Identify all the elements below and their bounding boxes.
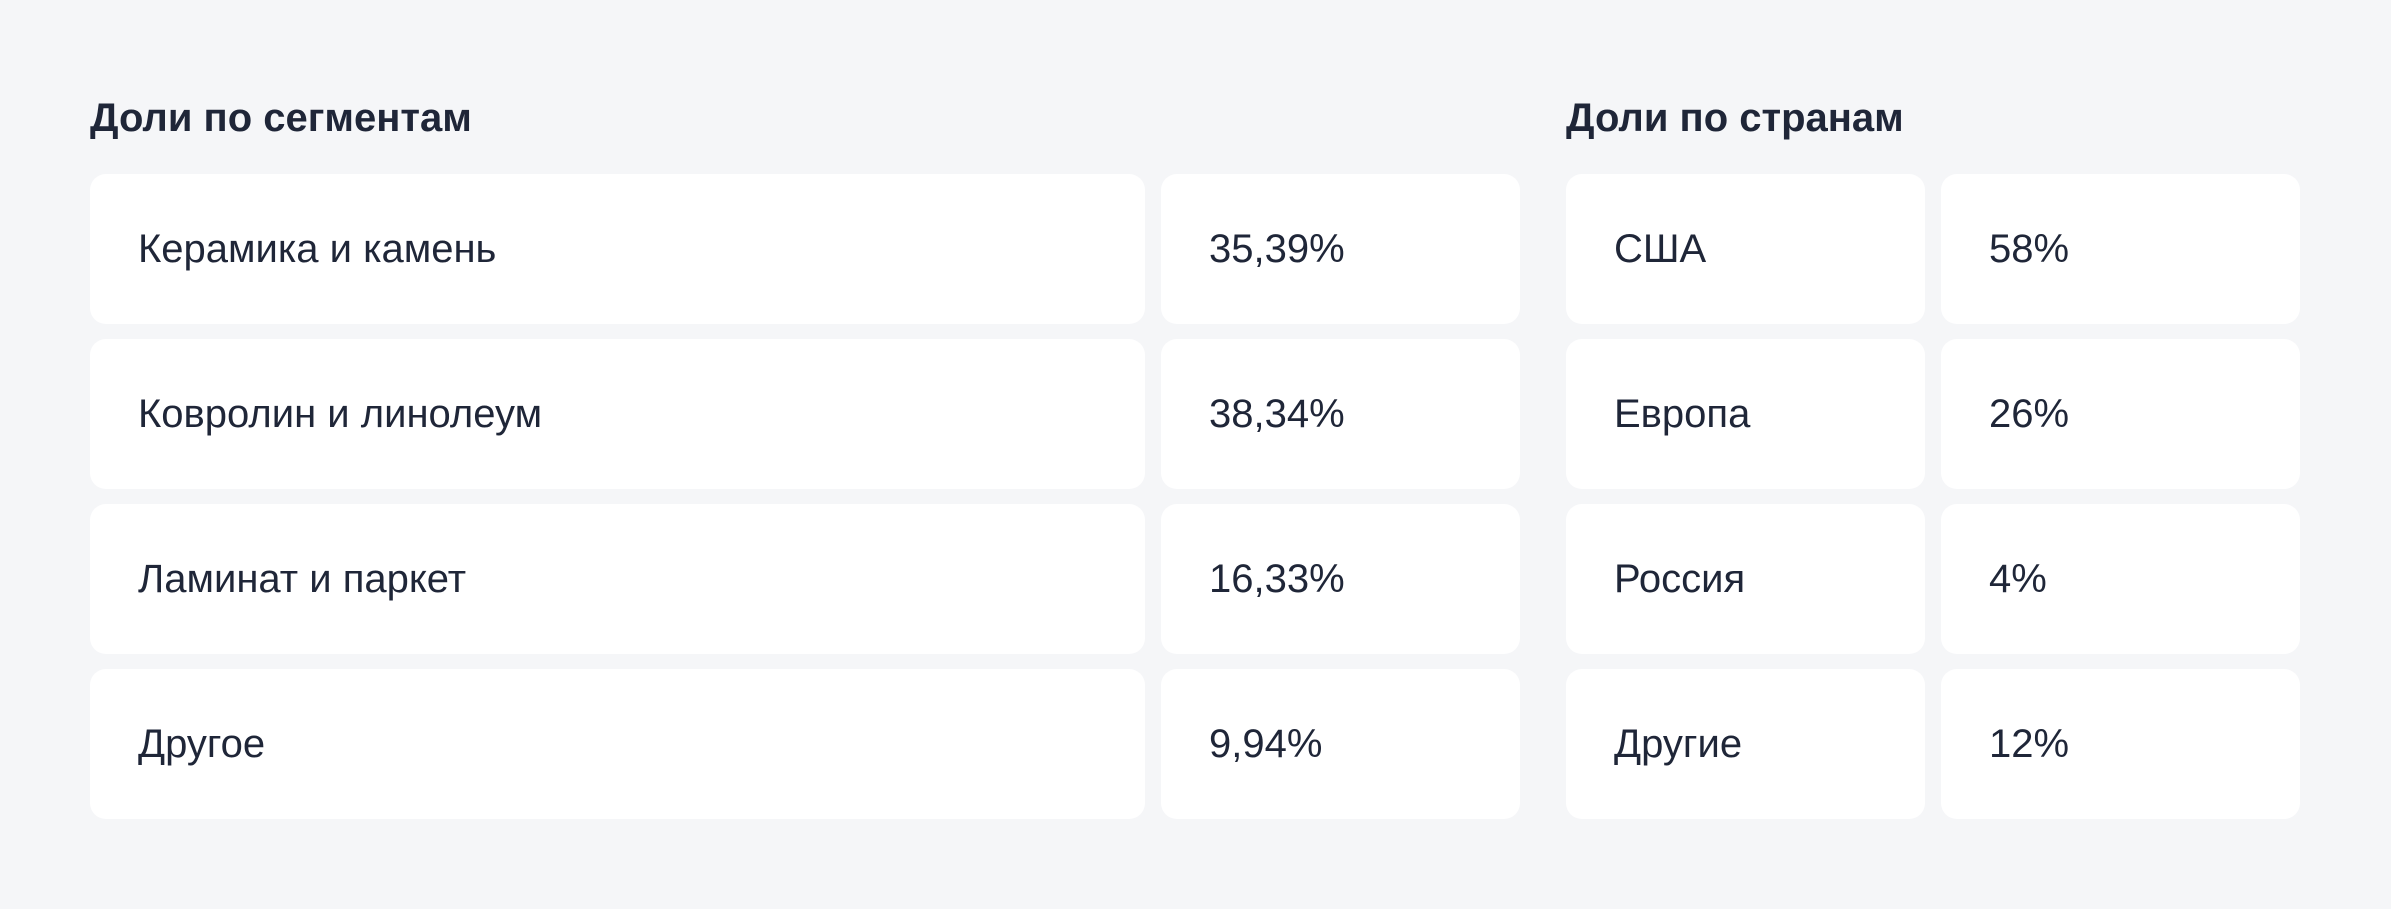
segment-row: Другое 9,94% [90, 669, 1520, 819]
segment-name: Ламинат и паркет [90, 504, 1145, 654]
country-row: Россия 4% [1566, 504, 2300, 654]
segment-row: Ламинат и паркет 16,33% [90, 504, 1520, 654]
segment-row: Ковролин и линолеум 38,34% [90, 339, 1520, 489]
country-row: Европа 26% [1566, 339, 2300, 489]
segments-table: Керамика и камень 35,39% Ковролин и лино… [90, 174, 1520, 834]
segment-name: Керамика и камень [90, 174, 1145, 324]
segment-row: Керамика и камень 35,39% [90, 174, 1520, 324]
segments-title: Доли по сегментам [90, 96, 472, 140]
segment-share: 38,34% [1161, 339, 1520, 489]
country-share: 26% [1941, 339, 2300, 489]
countries-table: США 58% Европа 26% Россия 4% Другие 12% [1566, 174, 2300, 834]
segment-name: Другое [90, 669, 1145, 819]
segment-name: Ковролин и линолеум [90, 339, 1145, 489]
country-name: Другие [1566, 669, 1925, 819]
segment-share: 35,39% [1161, 174, 1520, 324]
segment-share: 9,94% [1161, 669, 1520, 819]
country-share: 58% [1941, 174, 2300, 324]
country-name: США [1566, 174, 1925, 324]
country-row: Другие 12% [1566, 669, 2300, 819]
country-share: 12% [1941, 669, 2300, 819]
country-name: Европа [1566, 339, 1925, 489]
country-name: Россия [1566, 504, 1925, 654]
country-share: 4% [1941, 504, 2300, 654]
country-row: США 58% [1566, 174, 2300, 324]
segment-share: 16,33% [1161, 504, 1520, 654]
countries-title: Доли по странам [1566, 96, 1904, 140]
